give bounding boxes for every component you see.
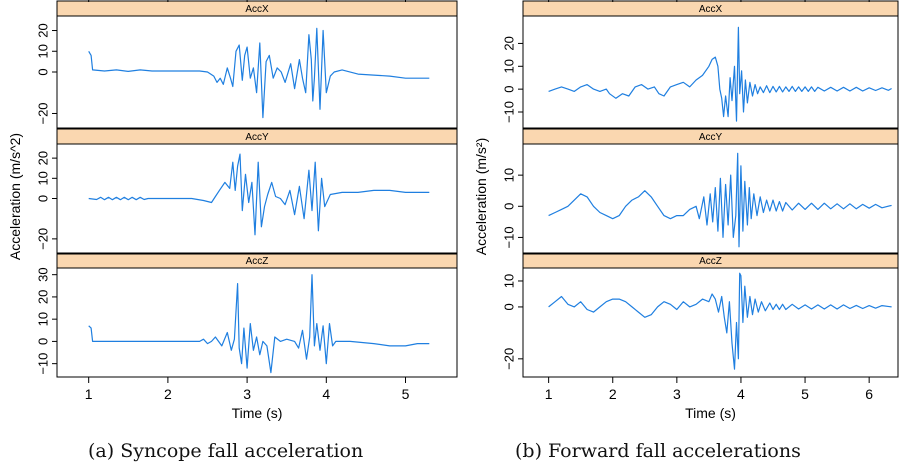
panel-frame <box>522 267 899 378</box>
y-tick-label: 20 <box>35 23 50 37</box>
caption-b: (b) Forward fall accelerations <box>515 440 801 462</box>
x-tick-label: 3 <box>243 386 251 402</box>
panel-accx: AccX −20 0 10 20 <box>35 0 458 129</box>
y-tick-label: 10 <box>501 274 516 288</box>
x-tick-label: 1 <box>85 386 93 402</box>
x-axis-label: Time (s) <box>232 405 283 421</box>
y-axis-label: Acceleration (m/s²) <box>473 138 489 255</box>
y-tick-label: 10 <box>501 168 516 182</box>
y-tick-label: −10 <box>501 101 516 123</box>
y-tick-label: 0 <box>501 86 516 93</box>
panel-accy: AccY −10 0 10 <box>501 128 899 254</box>
y-tick-label: −20 <box>35 102 50 124</box>
panel-accz: AccZ −10 0 10 20 30 <box>35 253 458 378</box>
caption-a: (a) Syncope fall acceleration <box>88 440 364 462</box>
y-tick-label: −10 <box>501 226 516 248</box>
y-tick-label: 0 <box>501 203 516 210</box>
y-tick-label: 20 <box>35 151 50 165</box>
y-tick-label: −20 <box>35 228 50 250</box>
panel-frame <box>522 15 899 129</box>
y-tick-label: −20 <box>501 348 516 370</box>
y-tick-label: 30 <box>35 267 50 281</box>
panel-accx: AccX −10 0 10 20 <box>501 0 899 129</box>
panel-accz: AccZ −20 0 10 <box>501 253 899 378</box>
panel-strip-label: AccZ <box>699 256 722 267</box>
x-axis-label: Time (s) <box>685 405 736 421</box>
chart-a: AccX −20 0 10 20 AccY −20 0 10 20 AccZ −10 0 10 20 30 1 2… <box>7 0 458 421</box>
y-tick-label: −10 <box>35 353 50 375</box>
x-tick-label: 3 <box>673 386 681 402</box>
x-tick-label: 5 <box>801 386 809 402</box>
series-line <box>548 272 892 370</box>
x-tick-label: 4 <box>737 386 745 402</box>
series-line <box>88 27 430 119</box>
x-tick-label: 2 <box>164 386 172 402</box>
panel-strip-label: AccZ <box>246 256 269 267</box>
y-tick-label: 10 <box>35 171 50 185</box>
chart-b: AccX −10 0 10 20 AccY −10 0 10 AccZ −20 0 10 1 2 3 4 5 6 Ti… <box>473 0 899 421</box>
y-tick-label: 0 <box>35 338 50 345</box>
series-line <box>548 152 892 248</box>
panel-strip-label: AccY <box>699 132 723 143</box>
x-tick-label: 2 <box>609 386 617 402</box>
y-tick-label: 0 <box>501 303 516 310</box>
y-tick-label: 10 <box>35 312 50 326</box>
panel-strip-label: AccX <box>699 4 723 15</box>
x-tick-label: 1 <box>545 386 553 402</box>
y-tick-label: 10 <box>35 44 50 58</box>
panel-strip-label: AccY <box>245 132 269 143</box>
panel-strip-label: AccX <box>245 4 269 15</box>
series-line <box>88 153 430 236</box>
y-tick-label: 0 <box>35 68 50 75</box>
x-tick-label: 5 <box>402 386 410 402</box>
y-axis-label: Acceleration (m/s^2) <box>7 133 23 260</box>
x-tick-label: 6 <box>865 386 873 402</box>
series-line <box>88 274 430 374</box>
panel-frame <box>56 15 458 129</box>
y-tick-label: 20 <box>35 290 50 304</box>
panel-frame <box>56 267 458 378</box>
panel-accy: AccY −20 0 10 20 <box>35 128 458 254</box>
x-tick-label: 4 <box>322 386 330 402</box>
series-line <box>548 26 892 122</box>
y-tick-label: 10 <box>501 59 516 73</box>
y-tick-label: 0 <box>35 195 50 202</box>
y-tick-label: 20 <box>501 36 516 50</box>
